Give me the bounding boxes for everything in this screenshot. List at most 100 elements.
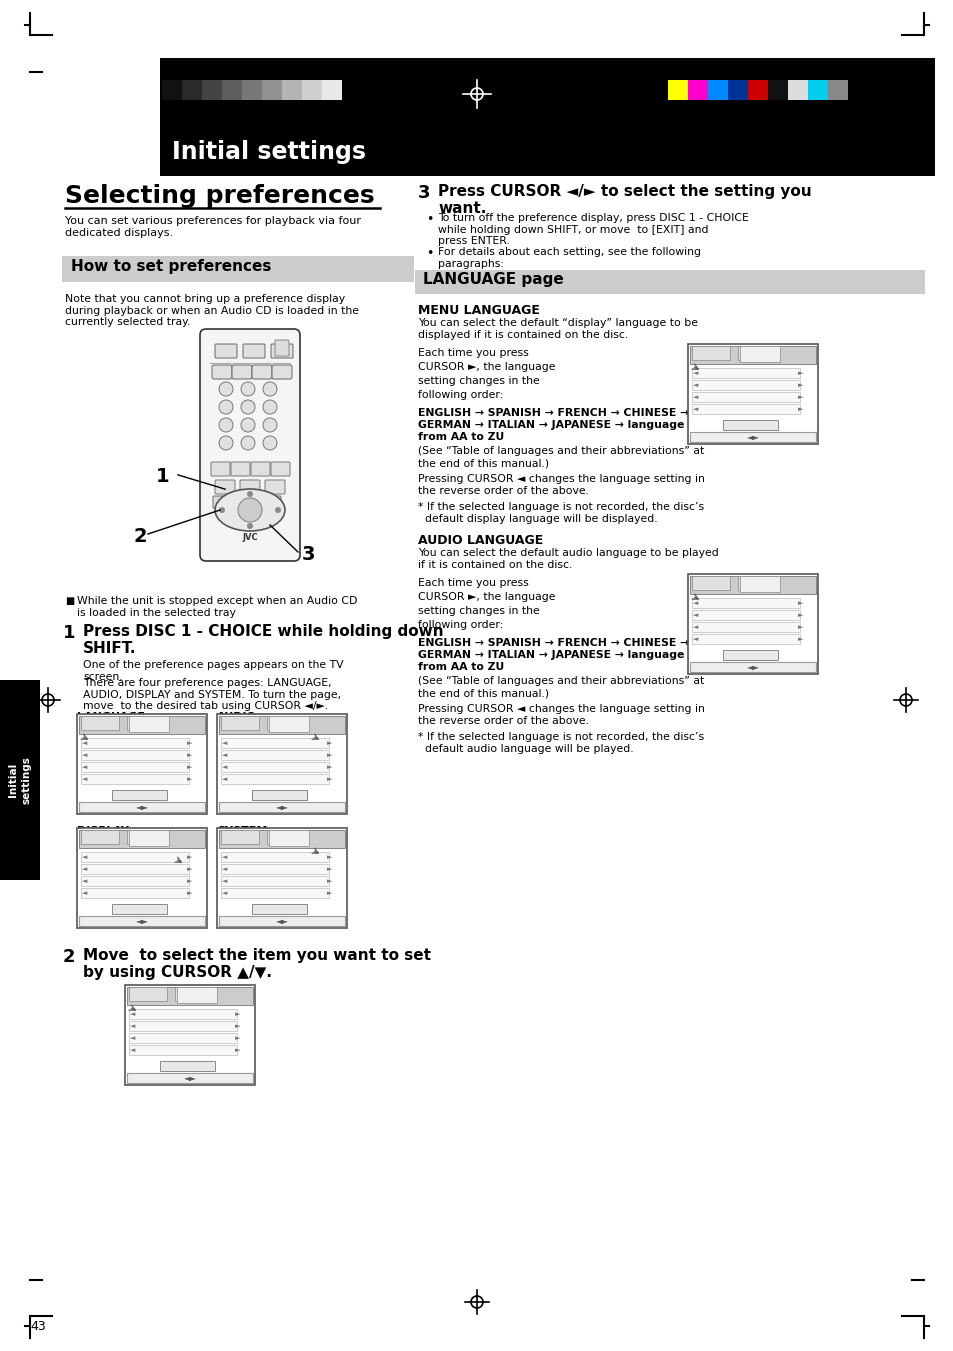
Text: ►: ► xyxy=(187,854,193,861)
FancyBboxPatch shape xyxy=(263,496,281,508)
Bar xyxy=(267,716,305,730)
Text: Each time you press
CURSOR ►, the language
setting changes in the
following orde: Each time you press CURSOR ►, the langua… xyxy=(417,578,555,630)
Text: MENU LANGUAGE: MENU LANGUAGE xyxy=(417,304,539,317)
Circle shape xyxy=(241,417,254,432)
Text: ◄: ◄ xyxy=(222,765,227,770)
Text: ►: ► xyxy=(327,775,332,782)
Text: You can select the default audio language to be played: You can select the default audio languag… xyxy=(417,549,718,558)
Text: ►: ► xyxy=(327,740,332,746)
FancyBboxPatch shape xyxy=(274,340,289,357)
Text: DISPLAY: DISPLAY xyxy=(77,825,129,836)
Text: ◄: ◄ xyxy=(692,624,698,630)
Bar xyxy=(740,346,780,362)
FancyBboxPatch shape xyxy=(213,496,240,508)
Text: GERMAN → ITALIAN → JAPANESE → language code: GERMAN → ITALIAN → JAPANESE → language c… xyxy=(417,650,717,661)
Text: ◄: ◄ xyxy=(692,600,698,607)
Bar xyxy=(81,750,189,761)
Bar xyxy=(221,738,329,748)
Text: ◄: ◄ xyxy=(82,753,88,758)
Text: the end of this manual.): the end of this manual.) xyxy=(417,688,549,698)
FancyBboxPatch shape xyxy=(271,345,293,358)
Bar xyxy=(747,80,767,100)
Bar xyxy=(174,988,213,1001)
Bar xyxy=(160,1061,214,1071)
Bar xyxy=(691,346,729,359)
Bar xyxy=(242,80,262,100)
Bar xyxy=(81,738,189,748)
Bar xyxy=(77,713,207,815)
Bar xyxy=(127,988,253,1005)
Bar xyxy=(222,80,242,100)
Text: You can set various preferences for playback via four
dedicated displays.: You can set various preferences for play… xyxy=(65,216,360,238)
Bar xyxy=(127,716,165,730)
Bar xyxy=(221,716,258,730)
Text: ◄: ◄ xyxy=(222,753,227,758)
Text: ►: ► xyxy=(234,1023,240,1029)
Text: 43: 43 xyxy=(30,1320,46,1333)
Bar xyxy=(221,852,329,862)
Bar xyxy=(689,662,815,671)
FancyBboxPatch shape xyxy=(214,345,236,358)
Bar xyxy=(129,1034,236,1043)
Text: ◄: ◄ xyxy=(82,890,88,896)
Bar xyxy=(691,380,800,390)
FancyBboxPatch shape xyxy=(232,365,252,380)
Text: ◄: ◄ xyxy=(130,1011,135,1017)
Text: ◄: ◄ xyxy=(222,878,227,884)
FancyBboxPatch shape xyxy=(240,480,260,494)
Text: * If the selected language is not recorded, the disc’s: * If the selected language is not record… xyxy=(417,732,703,742)
Bar xyxy=(691,611,800,620)
Text: ►: ► xyxy=(187,753,193,758)
Text: Pressing CURSOR ◄ changes the language setting in: Pressing CURSOR ◄ changes the language s… xyxy=(417,704,704,713)
Text: Pressing CURSOR ◄ changes the language setting in: Pressing CURSOR ◄ changes the language s… xyxy=(417,474,704,484)
FancyBboxPatch shape xyxy=(231,462,250,476)
Bar xyxy=(689,576,815,594)
Bar xyxy=(79,716,205,734)
Bar xyxy=(182,80,202,100)
Text: ◄►: ◄► xyxy=(183,1074,196,1082)
Text: ◄: ◄ xyxy=(692,407,698,412)
Circle shape xyxy=(247,490,253,497)
Text: * If the selected language is not recorded, the disc’s: * If the selected language is not record… xyxy=(417,503,703,512)
Bar xyxy=(269,716,309,732)
Text: ◄: ◄ xyxy=(692,394,698,400)
Circle shape xyxy=(274,507,281,513)
FancyBboxPatch shape xyxy=(214,480,234,494)
Circle shape xyxy=(219,382,233,396)
Bar xyxy=(81,888,189,898)
Bar xyxy=(252,790,307,800)
Text: •: • xyxy=(426,213,433,226)
Circle shape xyxy=(241,436,254,450)
Bar xyxy=(302,80,322,100)
Text: For details about each setting, see the following
paragraphs:: For details about each setting, see the … xyxy=(437,247,700,269)
Bar xyxy=(691,576,729,590)
Text: ◄: ◄ xyxy=(222,740,227,746)
Bar xyxy=(81,875,189,886)
Text: •: • xyxy=(426,247,433,259)
Circle shape xyxy=(219,400,233,413)
Bar xyxy=(787,80,807,100)
Bar xyxy=(689,346,815,363)
FancyBboxPatch shape xyxy=(271,462,290,476)
Text: ►: ► xyxy=(327,878,332,884)
Bar xyxy=(127,830,165,844)
Text: ◄: ◄ xyxy=(692,636,698,642)
Bar xyxy=(127,1073,253,1084)
Text: ►: ► xyxy=(187,765,193,770)
Bar xyxy=(216,828,347,928)
Bar xyxy=(727,80,747,100)
Text: ►: ► xyxy=(187,866,193,871)
Text: default audio language will be played.: default audio language will be played. xyxy=(417,744,633,754)
Text: ►: ► xyxy=(797,612,802,617)
Bar xyxy=(219,716,345,734)
Bar xyxy=(722,420,778,430)
Bar xyxy=(807,80,827,100)
Text: ◄: ◄ xyxy=(82,854,88,861)
Bar xyxy=(129,830,169,846)
Text: Selecting preferences: Selecting preferences xyxy=(65,184,375,208)
Text: Initial
settings: Initial settings xyxy=(9,757,31,804)
FancyBboxPatch shape xyxy=(251,462,270,476)
Text: 1: 1 xyxy=(63,624,75,642)
Circle shape xyxy=(219,436,233,450)
Circle shape xyxy=(263,382,276,396)
